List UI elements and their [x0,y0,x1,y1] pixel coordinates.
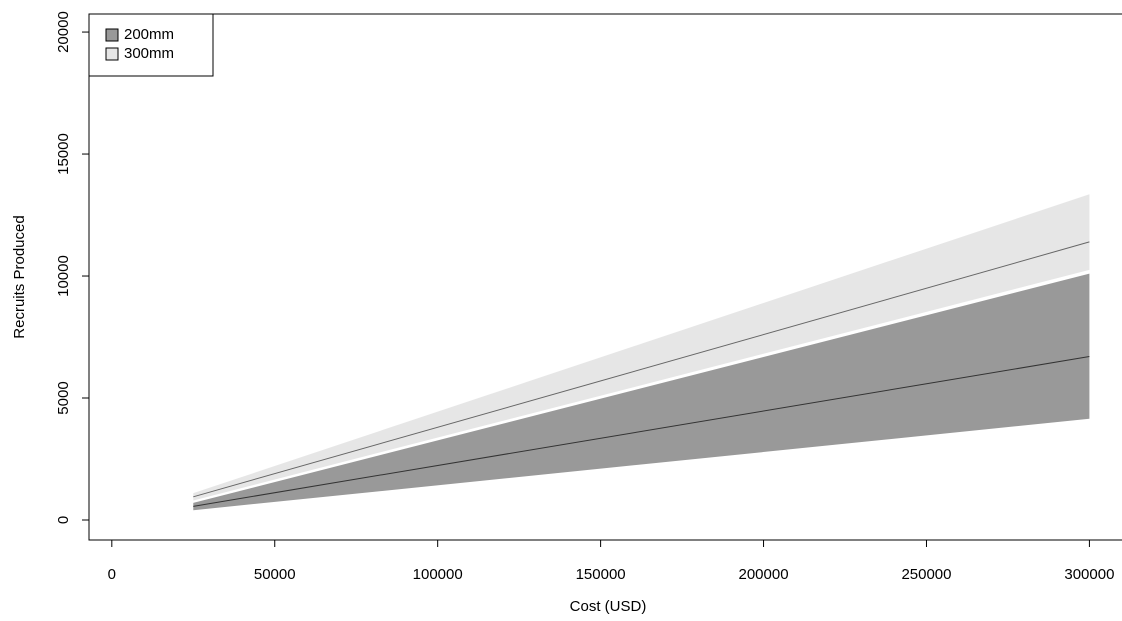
legend-swatch [105,28,119,42]
y-tick-label: 0 [55,516,72,524]
x-tick-label: 250000 [901,566,951,583]
y-tick-label: 20000 [55,11,72,53]
legend-label: 200mm [124,26,174,43]
confidence-band [193,194,1090,501]
y-axis-label: Recruits Produced [11,215,28,338]
legend-swatch [105,47,119,61]
mean-line [193,241,1090,498]
mean-line [193,356,1090,507]
x-tick-label: 150000 [576,566,626,583]
confidence-band [193,273,1090,511]
x-axis-label: Cost (USD) [570,598,647,615]
x-tick-label: 300000 [1064,566,1114,583]
x-tick-label: 0 [108,566,116,583]
x-tick-label: 50000 [254,566,296,583]
y-tick-label: 5000 [55,381,72,414]
x-tick-label: 200000 [739,566,789,583]
x-tick-label: 100000 [413,566,463,583]
y-tick-label: 10000 [55,255,72,297]
legend-label: 300mm [124,45,174,62]
y-tick-label: 15000 [55,133,72,175]
legend-frame [88,13,214,77]
